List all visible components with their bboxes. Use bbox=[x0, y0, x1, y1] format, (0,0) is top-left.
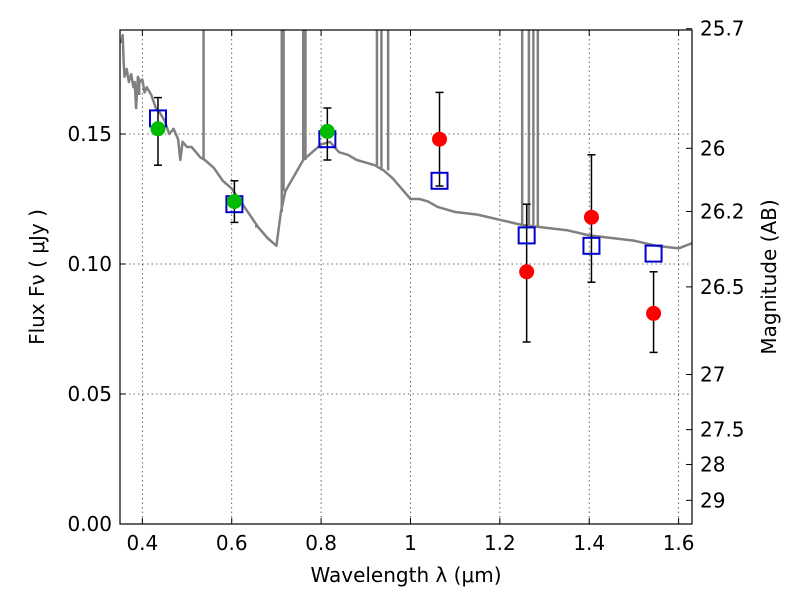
x-tick-label: 0.8 bbox=[305, 531, 337, 555]
nir-photometry-point bbox=[583, 209, 599, 225]
y-tick-label: 0.15 bbox=[67, 122, 112, 146]
model-photometry-square bbox=[644, 244, 663, 263]
mag-tick-label: 28 bbox=[700, 452, 725, 476]
y-axis-title: Flux Fν ( μJy ) bbox=[25, 209, 49, 345]
optical-photometry-point bbox=[150, 121, 166, 137]
x-axis-title: Wavelength λ (μm) bbox=[310, 563, 501, 587]
mag-tick-label: 25.7 bbox=[700, 17, 745, 41]
axes-frame bbox=[119, 29, 693, 525]
model-photometry-square bbox=[517, 226, 536, 245]
mag-tick-label: 27 bbox=[700, 363, 725, 387]
mag-tick-label: 26.5 bbox=[700, 275, 745, 299]
nir-photometry-point bbox=[646, 305, 662, 321]
model-photometry-square bbox=[430, 171, 449, 190]
y-tick-label: 0.05 bbox=[67, 382, 112, 406]
mag-tick-label: 26 bbox=[700, 136, 725, 160]
mag-tick-label: 29 bbox=[700, 488, 725, 512]
y-axis-right-title: Magnitude (AB) bbox=[757, 199, 781, 354]
x-tick-label: 1.4 bbox=[573, 531, 605, 555]
plot-layer bbox=[120, 30, 692, 354]
x-tick-label: 1.6 bbox=[663, 531, 695, 555]
nir-photometry-point bbox=[519, 264, 535, 280]
model-photometry-square bbox=[582, 236, 601, 255]
y-tick-label: 0.00 bbox=[67, 512, 112, 536]
tick-layer: 0.4 0.6 0.8 1 1.2 1.4 1.6 0.00 0.05 0.10 0.15 25.7 2… bbox=[67, 17, 744, 555]
optical-photometry-point bbox=[319, 123, 335, 139]
x-tick-label: 0.6 bbox=[216, 531, 248, 555]
sed-model-line bbox=[120, 33, 692, 250]
nir-photometry-point bbox=[432, 131, 448, 147]
optical-photometry-point bbox=[226, 194, 242, 210]
x-tick-label: 1 bbox=[404, 531, 417, 555]
y-tick-label: 0.10 bbox=[67, 252, 112, 276]
x-tick-label: 0.4 bbox=[126, 531, 158, 555]
mag-tick-label: 26.2 bbox=[700, 199, 745, 223]
mag-tick-label: 27.5 bbox=[700, 418, 745, 442]
grid-layer bbox=[120, 30, 692, 524]
x-tick-label: 1.2 bbox=[484, 531, 516, 555]
